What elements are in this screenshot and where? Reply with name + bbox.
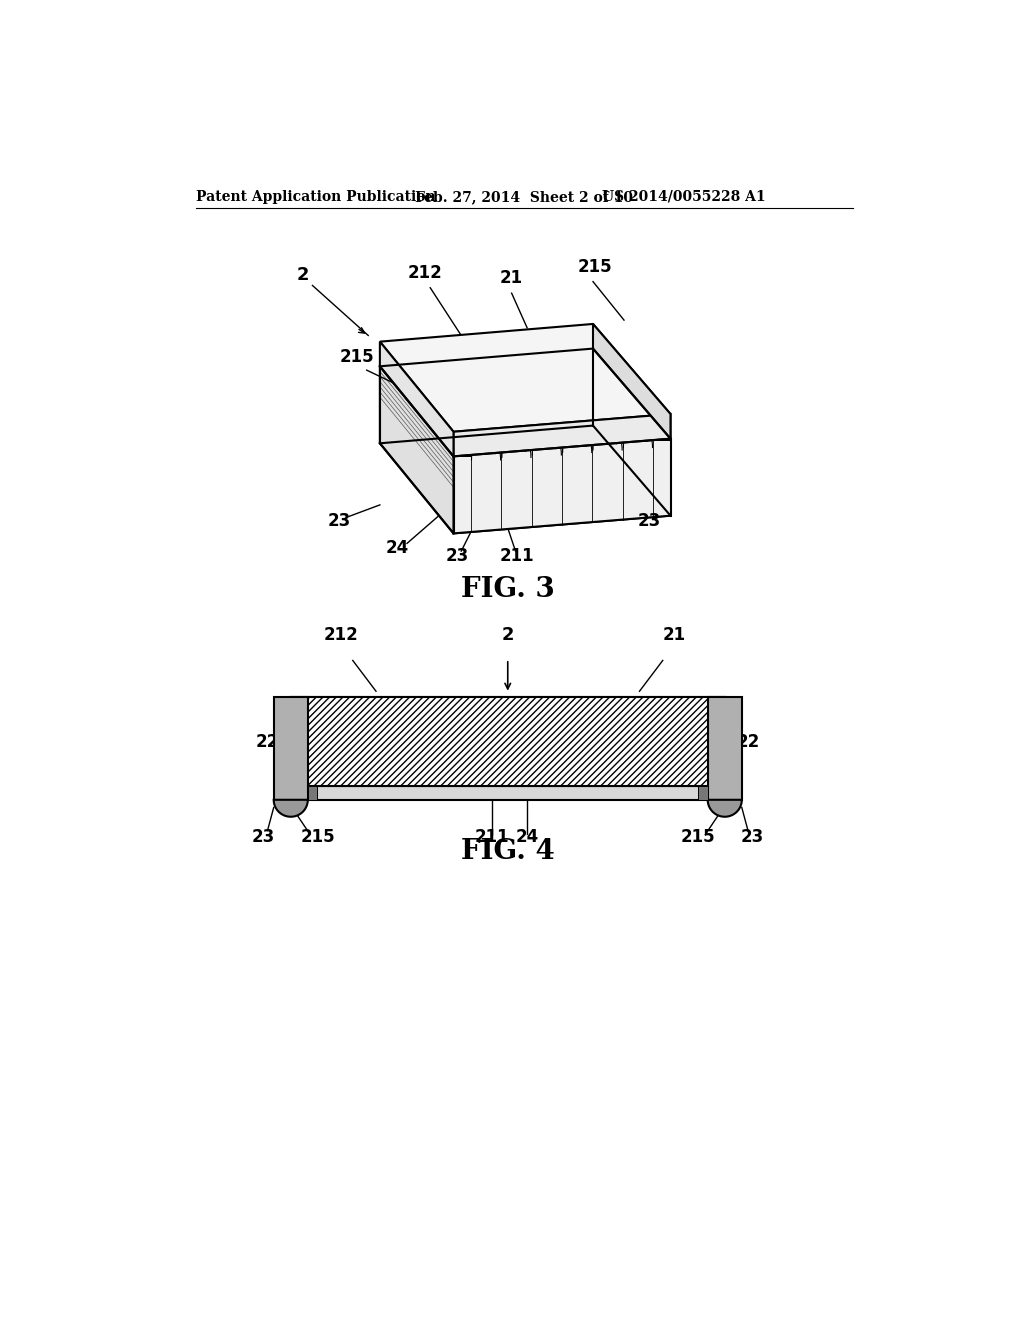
Text: 2: 2 [502,626,514,644]
Text: 23: 23 [637,512,660,529]
Text: 24: 24 [386,539,410,557]
Polygon shape [308,785,317,800]
Polygon shape [454,429,471,457]
Text: 211: 211 [500,546,535,565]
Polygon shape [380,323,671,432]
Text: Patent Application Publication: Patent Application Publication [197,190,436,203]
Text: 22: 22 [256,733,280,751]
Text: 23: 23 [445,546,469,565]
Polygon shape [708,800,741,817]
Text: 215: 215 [301,828,335,846]
Polygon shape [380,367,454,533]
Polygon shape [698,785,708,800]
Text: 215: 215 [680,828,715,846]
Text: 212: 212 [324,626,358,644]
Polygon shape [454,438,671,533]
Text: 212: 212 [408,264,442,281]
Polygon shape [708,697,741,800]
Text: FIG. 3: FIG. 3 [461,576,555,603]
Text: US 2014/0055228 A1: US 2014/0055228 A1 [602,190,766,203]
Polygon shape [291,697,725,785]
Text: 22: 22 [736,733,760,751]
Text: 215: 215 [578,257,612,276]
Text: 21: 21 [500,269,523,288]
Polygon shape [273,697,308,800]
Text: 24: 24 [515,828,539,846]
Text: 23: 23 [252,828,275,846]
Text: 23: 23 [740,828,764,846]
Text: 21: 21 [663,626,686,644]
Polygon shape [653,413,671,440]
Text: Feb. 27, 2014  Sheet 2 of 10: Feb. 27, 2014 Sheet 2 of 10 [415,190,633,203]
Polygon shape [273,800,308,817]
Polygon shape [291,697,725,785]
Text: FIG. 4: FIG. 4 [461,838,555,865]
Text: 23: 23 [328,512,351,529]
Polygon shape [454,438,671,533]
Text: 2: 2 [296,267,308,284]
Polygon shape [593,323,671,438]
Text: 215: 215 [339,348,374,367]
Polygon shape [380,342,454,457]
Polygon shape [291,785,725,800]
Text: 211: 211 [475,828,510,846]
Polygon shape [454,414,671,457]
